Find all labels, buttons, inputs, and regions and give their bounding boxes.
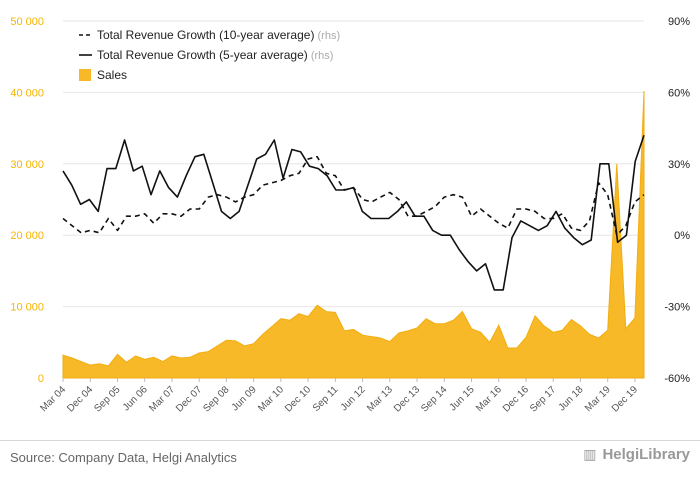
x-tick-label: Dec 16 [501, 384, 531, 414]
source-note: Source: Company Data, Helgi Analytics [10, 450, 237, 465]
right-tick-label: 30% [668, 159, 690, 171]
brand-logo: ▥ HelgiLibrary [583, 446, 690, 463]
right-tick-label: 60% [668, 87, 690, 99]
footer-divider [0, 440, 700, 441]
x-tick-label: Sep 17 [528, 384, 558, 414]
left-tick-label: 10 000 [10, 302, 44, 314]
right-tick-label: -30% [664, 302, 690, 314]
legend-label: Sales [97, 68, 127, 82]
x-tick-label: Dec 19 [610, 384, 640, 414]
x-tick-label: Mar 16 [474, 384, 504, 414]
x-tick-label: Jun 09 [230, 384, 259, 413]
growth-10yr-line [62, 155, 645, 236]
left-tick-label: 40 000 [10, 87, 44, 99]
x-tick-label: Sep 11 [311, 384, 341, 414]
x-tick-label: Mar 13 [365, 384, 395, 414]
left-axis: 0 10 000 20 000 30 000 40 000 50 000 [10, 16, 44, 385]
growth-5yr-line [62, 134, 645, 291]
legend-label: Total Revenue Growth (10-year average) (… [97, 28, 340, 42]
x-tick-label: Mar 04 [38, 384, 68, 414]
legend: Total Revenue Growth (10-year average) (… [79, 28, 340, 82]
x-tick-label: Jun 15 [448, 384, 477, 413]
x-tick-label: Sep 08 [201, 384, 231, 414]
legend-axis-note: (rhs) [314, 30, 340, 42]
right-axis: -60% -30% 0% 30% 60% 90% [664, 16, 690, 385]
chart: 0 10 000 20 000 30 000 40 000 50 000 -60% -30%… [10, 16, 690, 415]
x-tick-label: Dec 04 [65, 384, 95, 414]
left-tick-label: 0 [38, 373, 44, 385]
sales-area-layer [62, 90, 645, 379]
legend-axis-note: (rhs) [308, 50, 334, 62]
right-tick-label: 0% [674, 230, 690, 242]
legend-swatch-sales [79, 69, 91, 81]
x-tick-label: Dec 07 [174, 384, 204, 414]
x-tick-label: Sep 14 [419, 384, 449, 414]
x-tick-label: Jun 18 [557, 384, 586, 413]
brand-name: HelgiLibrary [602, 446, 690, 463]
right-tick-label: 90% [668, 16, 690, 28]
x-tick-label: Mar 10 [256, 384, 286, 414]
x-tick-label: Jun 06 [121, 384, 150, 413]
left-tick-label: 30 000 [10, 159, 44, 171]
x-tick-label: Sep 05 [92, 384, 122, 414]
x-tick-label: Mar 07 [147, 384, 177, 414]
gridlines [63, 20, 644, 379]
growth-lines-layer [62, 134, 645, 291]
x-tick-label: Jun 12 [339, 384, 368, 413]
x-tick-label: Mar 19 [583, 384, 613, 414]
right-tick-label: -60% [664, 373, 690, 385]
x-tick-label: Dec 13 [392, 384, 422, 414]
x-tick-label: Dec 10 [283, 384, 313, 414]
left-tick-label: 50 000 [10, 16, 44, 28]
sales-area [62, 90, 645, 379]
left-tick-label: 20 000 [10, 230, 44, 242]
legend-label: Total Revenue Growth (5-year average) (r… [97, 48, 333, 62]
library-icon: ▥ [583, 446, 597, 462]
